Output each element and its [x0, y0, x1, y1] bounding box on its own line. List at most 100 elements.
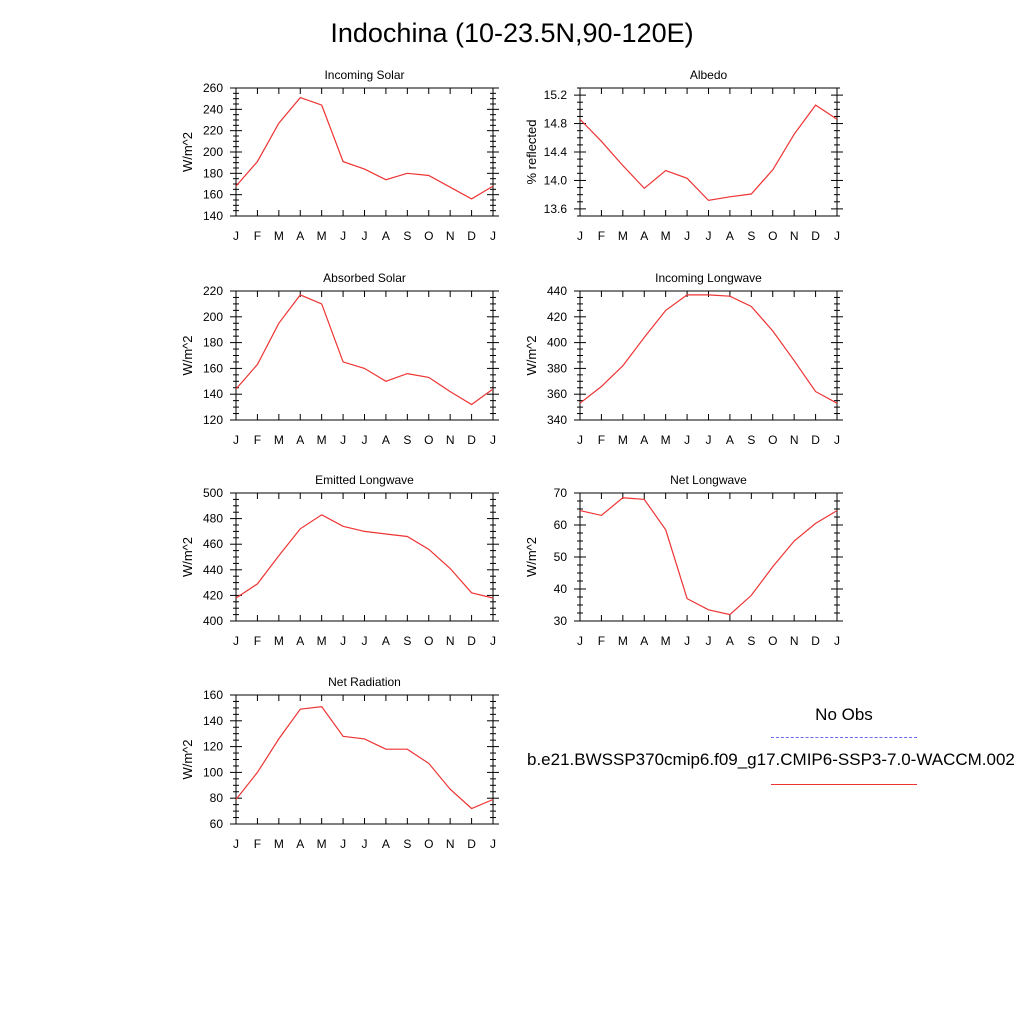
y-tick-label: 50: [554, 550, 568, 564]
legend-obs-line: [771, 737, 917, 738]
panel-title: Absorbed Solar: [323, 271, 406, 285]
y-tick-label: 180: [203, 166, 223, 180]
x-tick-label: F: [254, 433, 261, 447]
x-tick-label: A: [296, 634, 304, 648]
x-tick-label: D: [467, 433, 476, 447]
y-tick-label: 120: [203, 413, 223, 427]
x-tick-label: D: [467, 837, 476, 851]
series-line: [579, 294, 838, 404]
y-tick-label: 15.2: [544, 88, 568, 102]
x-tick-label: M: [317, 634, 327, 648]
x-tick-label: N: [446, 634, 455, 648]
y-tick-label: 340: [547, 413, 567, 427]
x-tick-label: J: [577, 634, 583, 648]
page-title: Indochina (10-23.5N,90-120E): [330, 18, 694, 48]
x-tick-label: A: [296, 837, 304, 851]
x-tick-label: J: [834, 634, 840, 648]
x-tick-label: J: [490, 229, 496, 243]
x-tick-label: A: [640, 634, 648, 648]
y-axis-label: W/m^2: [524, 537, 539, 577]
y-tick-label: 160: [203, 188, 223, 202]
y-tick-label: 140: [203, 209, 223, 223]
plot-frame: [579, 87, 838, 217]
y-tick-label: 70: [554, 486, 568, 500]
x-tick-label: N: [790, 634, 799, 648]
x-tick-label: S: [747, 634, 755, 648]
x-tick-label: J: [706, 634, 712, 648]
x-tick-label: M: [618, 634, 628, 648]
x-tick-label: M: [317, 837, 327, 851]
x-tick-label: O: [768, 634, 777, 648]
x-tick-label: F: [254, 837, 261, 851]
y-axis-label: W/m^2: [180, 335, 195, 375]
legend-model-line: [771, 784, 917, 785]
x-tick-label: J: [362, 229, 368, 243]
panel-title: Emitted Longwave: [315, 473, 414, 487]
panel-title: Net Longwave: [670, 473, 747, 487]
x-tick-label: M: [618, 433, 628, 447]
series-line: [579, 104, 838, 202]
x-tick-label: J: [684, 634, 690, 648]
x-tick-label: A: [726, 229, 734, 243]
x-tick-label: J: [577, 433, 583, 447]
x-tick-label: D: [811, 229, 820, 243]
x-tick-label: J: [490, 433, 496, 447]
plot-frame: [235, 492, 494, 622]
x-tick-label: S: [747, 229, 755, 243]
x-tick-label: S: [747, 433, 755, 447]
plot-frame: [579, 492, 838, 622]
y-tick-label: 260: [203, 81, 223, 95]
x-tick-label: D: [811, 433, 820, 447]
y-tick-label: 13.6: [544, 202, 568, 216]
y-tick-label: 140: [203, 714, 223, 728]
x-tick-label: J: [834, 433, 840, 447]
y-tick-label: 100: [203, 765, 223, 779]
y-tick-label: 160: [203, 361, 223, 375]
y-tick-label: 220: [203, 284, 223, 298]
x-tick-label: J: [706, 433, 712, 447]
x-tick-label: F: [598, 634, 605, 648]
y-axis-label: W/m^2: [180, 537, 195, 577]
x-tick-label: J: [706, 229, 712, 243]
y-tick-label: 240: [203, 102, 223, 116]
y-tick-label: 440: [203, 563, 223, 577]
x-tick-label: S: [403, 837, 411, 851]
y-tick-label: 40: [554, 582, 568, 596]
x-tick-label: M: [661, 433, 671, 447]
series-line: [579, 497, 838, 616]
x-tick-label: J: [233, 837, 239, 851]
x-tick-label: J: [233, 634, 239, 648]
x-tick-label: M: [274, 837, 284, 851]
x-tick-label: A: [382, 837, 390, 851]
x-tick-label: N: [446, 229, 455, 243]
x-tick-label: J: [233, 229, 239, 243]
x-tick-label: M: [661, 634, 671, 648]
series-line: [235, 514, 494, 599]
x-tick-label: A: [296, 433, 304, 447]
x-tick-label: N: [790, 229, 799, 243]
x-tick-label: A: [296, 229, 304, 243]
y-tick-label: 14.4: [544, 145, 568, 159]
y-tick-label: 30: [554, 614, 568, 628]
y-tick-label: 380: [547, 361, 567, 375]
panel-incoming-longwave: J F M A M J J A S O N D J340360380400420440Incoming …: [524, 271, 843, 447]
x-tick-label: J: [340, 229, 346, 243]
x-tick-label: F: [598, 433, 605, 447]
y-tick-label: 14.8: [544, 117, 568, 131]
x-tick-label: J: [362, 837, 368, 851]
x-tick-label: J: [684, 229, 690, 243]
y-axis-label: W/m^2: [524, 335, 539, 375]
x-tick-label: S: [403, 229, 411, 243]
panel-title: Net Radiation: [328, 675, 401, 689]
x-tick-label: O: [424, 433, 433, 447]
x-tick-label: A: [640, 433, 648, 447]
panel-title: Incoming Solar: [324, 68, 404, 82]
panel-albedo: J F M A M J J A S O N D J13.614.014.414.815.2Albedo%…: [524, 68, 843, 243]
x-tick-label: O: [424, 634, 433, 648]
y-tick-label: 60: [554, 518, 568, 532]
x-tick-label: J: [340, 634, 346, 648]
y-tick-label: 200: [203, 310, 223, 324]
x-tick-label: M: [274, 634, 284, 648]
